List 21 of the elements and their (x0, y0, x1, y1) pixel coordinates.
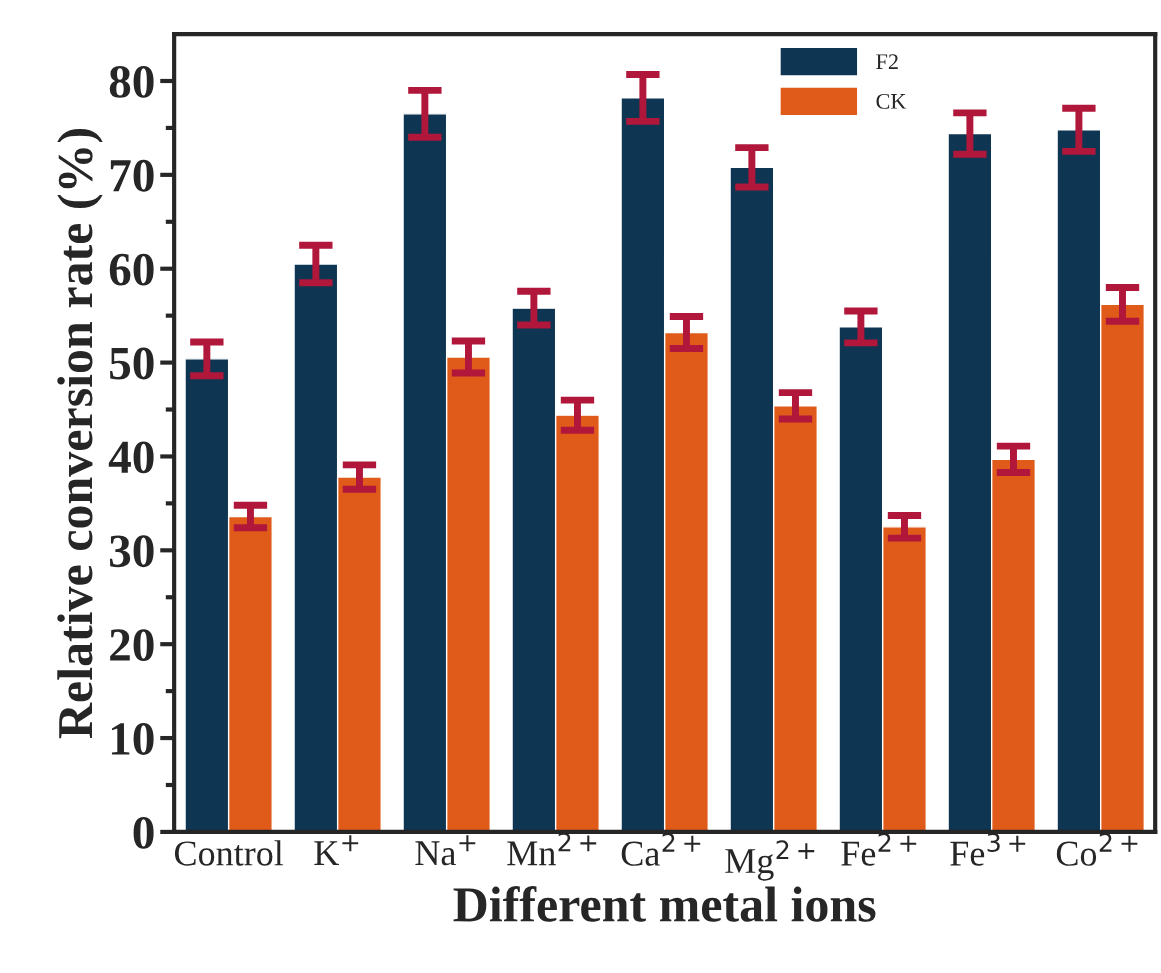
x-tick-label: Ca$^{2+}$ (621, 832, 701, 866)
x-tick-label: Control (174, 840, 284, 866)
x-tick-label: K$^{+}$ (314, 835, 359, 866)
x-axis-title: Different metal ions (453, 886, 876, 922)
x-tick-label: Co$^{2+}$ (1056, 832, 1138, 866)
y-axis-title: Relative conversion rate (%) (57, 129, 103, 739)
y-tick-label: 40 (108, 441, 154, 474)
y-tick-label: 80 (109, 65, 154, 98)
y-tick-label: 10 (111, 723, 154, 755)
x-tick-label: Mg$^{2+}$ (725, 840, 815, 881)
y-tick-label: 20 (110, 629, 154, 662)
legend-label: CK (876, 93, 907, 109)
y-tick-label: 70 (110, 159, 154, 192)
legend-label: F2 (876, 54, 898, 69)
y-tick-label: 50 (110, 347, 154, 380)
y-tick-label: 0 (133, 816, 154, 849)
x-tick-label: Fe$^{3+}$ (950, 832, 1026, 866)
x-tick-label: Fe$^{2+}$ (841, 832, 917, 866)
y-tick-label: 60 (109, 253, 154, 286)
y-tick-label: 30 (109, 535, 154, 568)
x-tick-label: Na$^{+}$ (415, 835, 476, 866)
